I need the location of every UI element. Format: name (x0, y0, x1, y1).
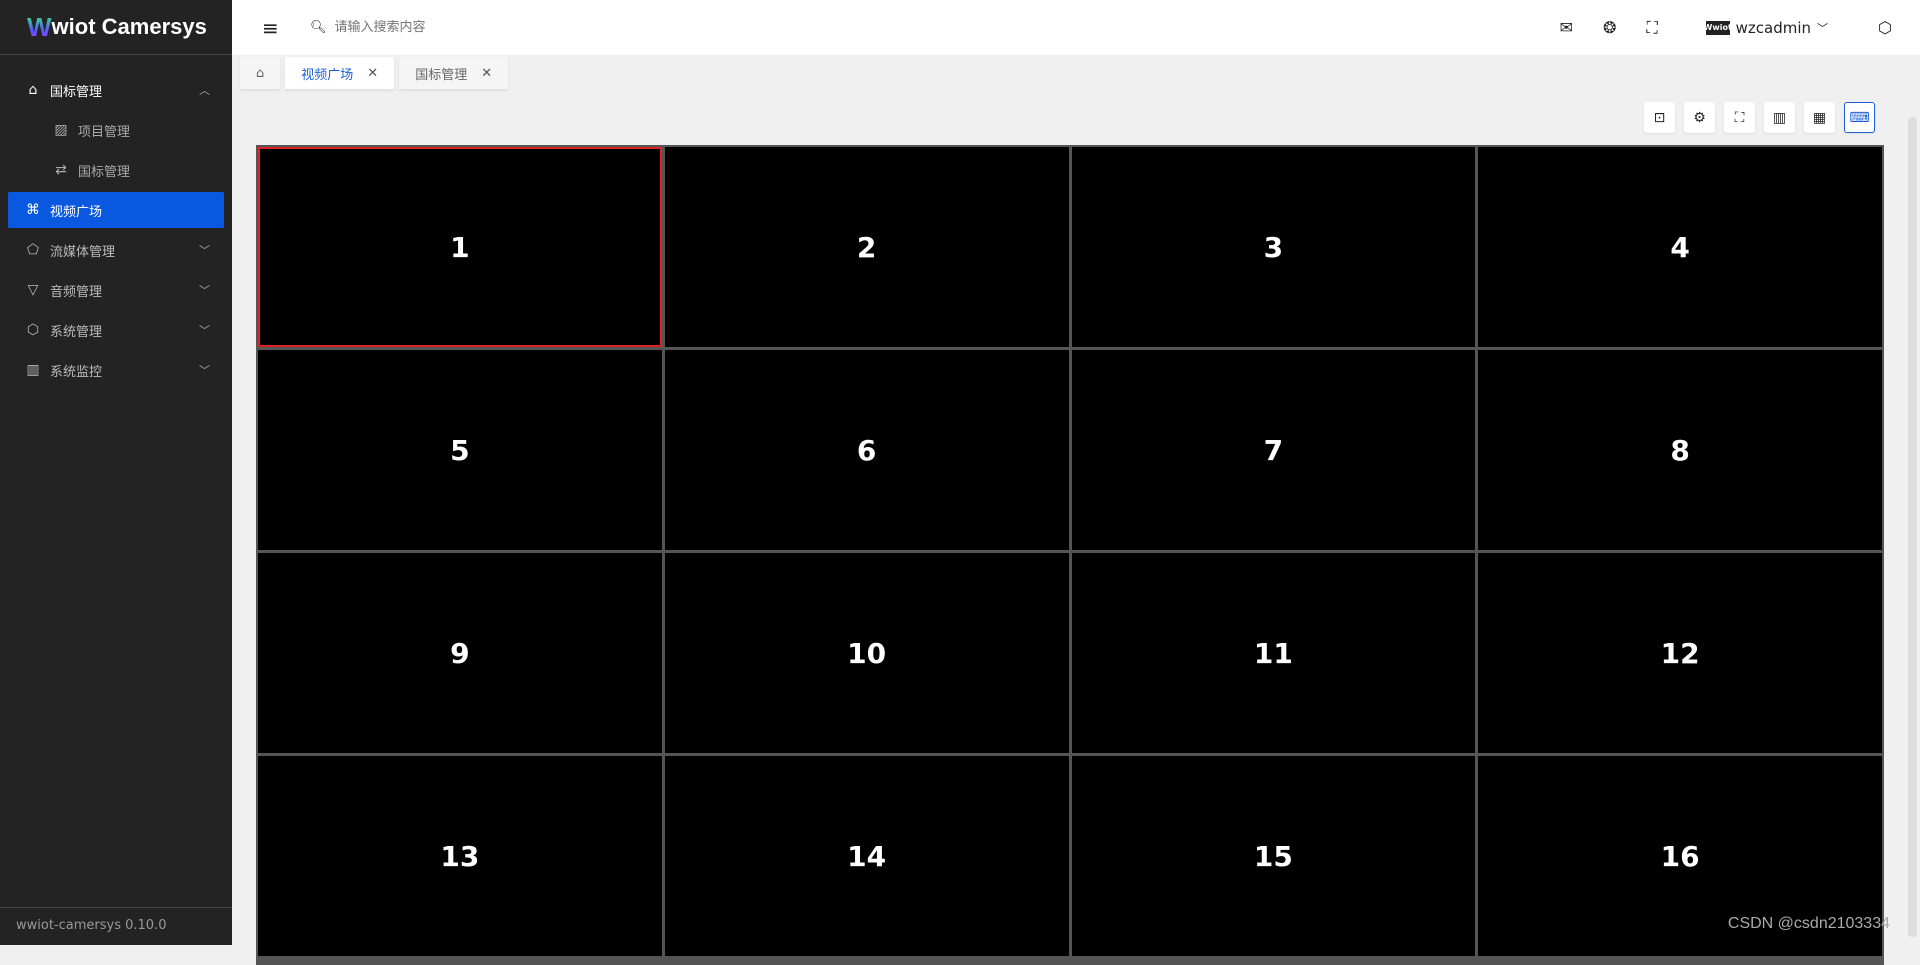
columns-icon: ▥ (1772, 109, 1787, 126)
bar-chart-icon: ▥ (26, 362, 40, 378)
video-grid: 1 2 3 4 5 6 7 8 9 10 11 12 13 14 15 16 (256, 145, 1884, 965)
fullscreen-icon: ⛶ (1734, 109, 1745, 126)
video-cell[interactable]: 2 (664, 147, 1069, 347)
label: 系统监控 (50, 364, 103, 380)
chevron-down-icon: ﹀ (199, 364, 210, 377)
sidebar-item-gb[interactable]: ⌂ 国标管理 ︿ (0, 70, 232, 110)
tab-home[interactable]: ⌂ (240, 57, 281, 89)
username: wzcadmin (1735, 18, 1812, 37)
mail-icon[interactable]: ✉ (1559, 18, 1574, 37)
label: 流媒体管理 (50, 244, 116, 260)
label: 国标管理 (78, 164, 131, 180)
layout-16-button[interactable]: ⌨ (1844, 102, 1875, 133)
video-cell[interactable]: 3 (1071, 147, 1476, 347)
video-cell[interactable]: 6 (664, 350, 1069, 550)
video-cell[interactable]: 13 (258, 756, 662, 956)
screenshot-icon: ⊡ (1653, 109, 1666, 126)
search-box: 🔍︎ (310, 20, 535, 35)
sidebar-item-monitor[interactable]: ▥ 系统监控 ﹀ (0, 350, 232, 390)
home-icon: ⌂ (256, 65, 265, 81)
video-cell[interactable]: 9 (258, 553, 662, 753)
hexagon-gear-icon: ⬡ (26, 322, 40, 338)
label: 国标管理 (50, 84, 103, 100)
video-cell[interactable]: 10 (664, 553, 1069, 753)
layout-grid-button[interactable]: ▦ (1804, 102, 1835, 133)
tab-bar: ⌂ 视频广场 ✕ 国标管理 ✕ (232, 55, 1920, 93)
tab-label: 国标管理 (415, 67, 468, 83)
video-cell[interactable]: 7 (1071, 350, 1476, 550)
label: 视频广场 (50, 204, 103, 220)
sidebar-item-gb-sub[interactable]: ⇄ 国标管理 (0, 150, 232, 190)
aperture-icon[interactable]: ❂ (1603, 18, 1617, 37)
label: 系统管理 (50, 324, 103, 340)
close-icon[interactable]: ✕ (367, 65, 379, 81)
grid-icon: ▦ (1812, 109, 1827, 126)
chevron-up-icon: ︿ (199, 84, 210, 97)
close-icon[interactable]: ✕ (481, 65, 493, 81)
search-input[interactable] (334, 20, 535, 35)
video-cell[interactable]: 16 (1478, 756, 1882, 956)
funnel-icon: ▽ (27, 282, 39, 298)
tab-gb[interactable]: 国标管理 ✕ (399, 57, 509, 89)
pentagon-icon: ⬠ (26, 242, 40, 258)
chevron-down-icon: ﹀ (199, 324, 210, 337)
label: 项目管理 (78, 124, 131, 140)
video-cell[interactable]: 1 (258, 147, 662, 347)
video-toolbar: ⊡ ⚙ ⛶ ▥ ▦ ⌨ (1644, 102, 1875, 133)
avatar: Wwiot (1704, 20, 1732, 35)
sidebar-item-video-square[interactable]: ⌘ 视频广场 (8, 192, 224, 228)
settings-icon: ⚙ (1693, 109, 1706, 126)
video-cell[interactable]: 14 (664, 756, 1069, 956)
tab-label: 视频广场 (301, 67, 354, 83)
chevron-down-icon: ﹀ (1817, 21, 1829, 35)
keyboard-icon: ⌨ (1849, 109, 1870, 126)
video-cell[interactable]: 4 (1478, 147, 1882, 347)
screenshot-button[interactable]: ⊡ (1644, 102, 1675, 133)
fullscreen-button[interactable]: ⛶ (1724, 102, 1755, 133)
label: 音频管理 (50, 284, 103, 300)
video-cell[interactable]: 12 (1478, 553, 1882, 753)
watermark: CSDN @csdn2103334 (1727, 915, 1890, 932)
scrollbar-thumb[interactable] (1908, 117, 1917, 937)
user-menu[interactable]: Wwiot wzcadmin ﹀ (1704, 18, 1829, 37)
tab-video-square[interactable]: 视频广场 ✕ (285, 57, 395, 89)
command-icon: ⌘ (26, 202, 40, 218)
video-cell[interactable]: 5 (258, 350, 662, 550)
chart-icon: ▨ (54, 122, 68, 138)
sidebar-nav: ⌂ 国标管理 ︿ ▨ 项目管理 ⇄ 国标管理 ⌘ 视频广场 ⬠ 流媒体管理 ﹀ ▽ 音频管理 ﹀ … (0, 70, 232, 390)
video-cell[interactable]: 8 (1478, 350, 1882, 550)
sidebar-item-audio[interactable]: ▽ 音频管理 ﹀ (0, 270, 232, 310)
swap-icon: ⇄ (55, 162, 67, 178)
video-cell[interactable]: 15 (1071, 756, 1476, 956)
video-cell[interactable]: 11 (1071, 553, 1476, 753)
chevron-down-icon: ﹀ (199, 244, 210, 257)
layout-columns-button[interactable]: ▥ (1764, 102, 1795, 133)
chevron-down-icon: ﹀ (199, 284, 210, 297)
sidebar-item-system[interactable]: ⬡ 系统管理 ﹀ (0, 310, 232, 350)
translate-icon[interactable]: ⛶ (1646, 17, 1658, 37)
sidebar-item-project[interactable]: ▨ 项目管理 (0, 110, 232, 150)
app-title: wiot Camersys (51, 14, 207, 39)
settings-button[interactable]: ⚙ (1684, 102, 1715, 133)
logo-mark: W (27, 11, 52, 42)
search-icon: 🔍︎ (310, 20, 327, 35)
scrollbar[interactable] (1904, 55, 1920, 945)
menu-toggle-icon[interactable]: ≡ (262, 15, 279, 40)
version-text: wwiot-camersys 0.10.0 (0, 907, 232, 945)
sidebar-item-media[interactable]: ⬠ 流媒体管理 ﹀ (0, 230, 232, 270)
settings-icon[interactable]: ⬡ (1878, 18, 1892, 37)
camera-home-icon: ⌂ (28, 82, 38, 98)
